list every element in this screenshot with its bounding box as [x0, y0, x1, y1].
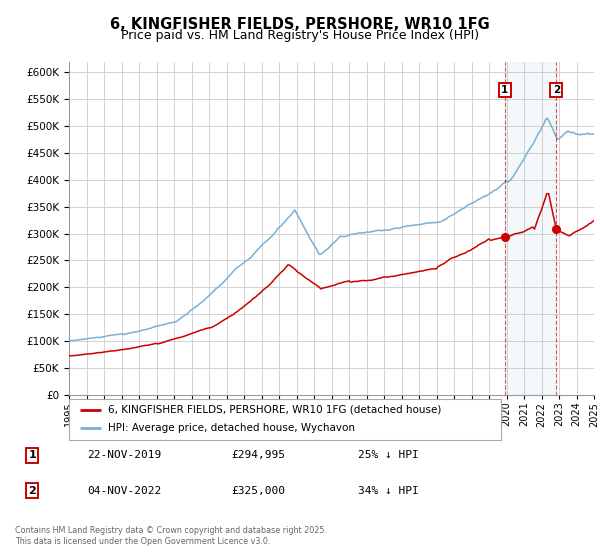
Text: HPI: Average price, detached house, Wychavon: HPI: Average price, detached house, Wych…	[108, 423, 355, 433]
Text: 6, KINGFISHER FIELDS, PERSHORE, WR10 1FG: 6, KINGFISHER FIELDS, PERSHORE, WR10 1FG	[110, 17, 490, 32]
Text: 34% ↓ HPI: 34% ↓ HPI	[358, 486, 418, 496]
Text: £294,995: £294,995	[231, 450, 285, 460]
Text: 22-NOV-2019: 22-NOV-2019	[87, 450, 161, 460]
Text: Contains HM Land Registry data © Crown copyright and database right 2025.
This d: Contains HM Land Registry data © Crown c…	[15, 526, 327, 546]
Text: 2: 2	[553, 85, 560, 95]
Text: 1: 1	[501, 85, 508, 95]
Text: 04-NOV-2022: 04-NOV-2022	[87, 486, 161, 496]
Text: 2: 2	[28, 486, 36, 496]
Text: 25% ↓ HPI: 25% ↓ HPI	[358, 450, 418, 460]
Text: 1: 1	[28, 450, 36, 460]
Text: 6, KINGFISHER FIELDS, PERSHORE, WR10 1FG (detached house): 6, KINGFISHER FIELDS, PERSHORE, WR10 1FG…	[108, 405, 441, 415]
Bar	[505, 62, 556, 395]
Text: £325,000: £325,000	[231, 486, 285, 496]
Text: Price paid vs. HM Land Registry's House Price Index (HPI): Price paid vs. HM Land Registry's House …	[121, 29, 479, 42]
